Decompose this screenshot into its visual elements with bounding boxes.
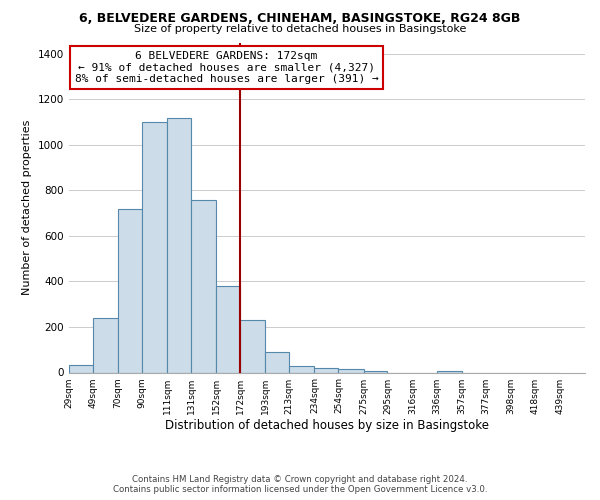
Bar (265, 352, 289, 372)
Bar (240, 320, 265, 372)
Y-axis label: Number of detached properties: Number of detached properties (22, 120, 32, 295)
Text: Contains HM Land Registry data © Crown copyright and database right 2024.
Contai: Contains HM Land Registry data © Crown c… (113, 474, 487, 494)
X-axis label: Distribution of detached houses by size in Basingstoke: Distribution of detached houses by size … (165, 420, 489, 432)
Bar (93, 318, 118, 372)
Bar (118, 208, 142, 372)
Text: 6, BELVEDERE GARDENS, CHINEHAM, BASINGSTOKE, RG24 8GB: 6, BELVEDERE GARDENS, CHINEHAM, BASINGST… (79, 12, 521, 24)
Bar (167, 118, 191, 372)
Bar (338, 369, 364, 372)
Bar (191, 200, 216, 372)
Bar (69, 364, 93, 372)
Bar (314, 368, 338, 372)
Bar (289, 366, 314, 372)
Bar (142, 122, 167, 372)
Bar (216, 286, 240, 372)
Text: Size of property relative to detached houses in Basingstoke: Size of property relative to detached ho… (134, 24, 466, 34)
Text: 6 BELVEDERE GARDENS: 172sqm
← 91% of detached houses are smaller (4,327)
8% of s: 6 BELVEDERE GARDENS: 172sqm ← 91% of det… (74, 51, 378, 84)
